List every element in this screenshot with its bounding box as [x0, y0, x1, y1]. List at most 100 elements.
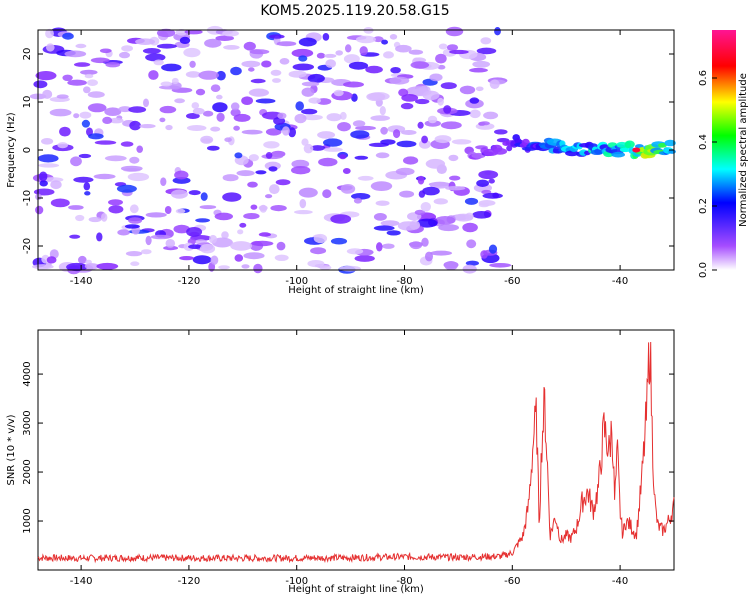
heatmap-cell [46, 256, 57, 264]
heatmap-cell [202, 110, 214, 117]
heatmap-cell [49, 108, 72, 117]
heatmap-cell [350, 130, 370, 139]
heatmap-cell [400, 102, 414, 110]
heatmap-cell [416, 218, 438, 228]
heatmap-cell [200, 192, 208, 201]
heatmap-cell [102, 116, 113, 124]
heatmap-cell [295, 101, 305, 111]
heatmap-cell [62, 32, 74, 40]
heatmap-cell [218, 265, 230, 270]
heatmap-cell [163, 245, 179, 251]
heatmap-cell [174, 98, 186, 104]
x-tick-label: -120 [178, 276, 201, 287]
heatmap-cell [307, 260, 325, 268]
heatmap-cell [351, 193, 371, 200]
heatmap-cell [265, 194, 273, 199]
heatmap-cell [83, 86, 91, 94]
heatmap-cell [448, 154, 459, 162]
heatmap-cell [84, 263, 100, 270]
heatmap-cell [462, 264, 477, 274]
heatmap-cell [183, 47, 201, 58]
heatmap-cell [222, 174, 239, 182]
heatmap-cell [333, 89, 344, 97]
heatmap-cell [216, 94, 223, 100]
heatmap-cell [435, 216, 456, 225]
heatmap-cells [29, 25, 676, 275]
heatmap-cell [324, 53, 337, 58]
heatmap-cell [393, 129, 401, 139]
heatmap-cell [145, 235, 152, 246]
heatmap-cell [215, 35, 234, 41]
heatmap-cell [165, 239, 176, 248]
heatmap-cell [145, 212, 167, 218]
heatmap-cell [343, 54, 360, 64]
heatmap-cell [241, 264, 250, 269]
heatmap-cell [272, 78, 281, 83]
heatmap-cell [425, 158, 446, 169]
heatmap-cell [214, 212, 233, 221]
heatmap-cell [437, 97, 444, 106]
heatmap-cell [435, 53, 447, 64]
heatmap-cell [136, 145, 143, 153]
heatmap-cell [302, 114, 323, 121]
heatmap-cell [288, 70, 307, 78]
heatmap-x-label: Height of straight line (km) [288, 285, 424, 296]
heatmap-cell [429, 181, 450, 189]
heatmap-cell [186, 125, 207, 131]
heatmap-cell [37, 154, 59, 163]
heatmap-cell [343, 81, 364, 88]
heatmap-cell [330, 237, 348, 245]
heatmap-cell [464, 197, 479, 205]
heatmap-cell [459, 85, 476, 95]
heatmap-cell [346, 248, 364, 255]
heatmap-cell [75, 43, 87, 49]
heatmap-cell [325, 59, 337, 68]
heatmap-cell [480, 37, 492, 45]
heatmap-cell [142, 48, 161, 54]
heatmap-cell [521, 138, 530, 146]
heatmap-cell [153, 59, 164, 66]
heatmap-cell [210, 255, 219, 265]
heatmap-cell [389, 76, 410, 85]
heatmap-cell [433, 198, 448, 205]
heatmap-cell [73, 176, 94, 183]
heatmap-cell [247, 181, 258, 188]
x-tick-label: -60 [504, 276, 520, 287]
heatmap-y-label: Frequency (Hz) [6, 112, 17, 188]
heatmap-cell [351, 93, 358, 102]
snr-frame [37, 329, 675, 571]
heatmap-cell [128, 106, 147, 113]
heatmap-cell [75, 214, 85, 222]
heatmap-cell [99, 48, 112, 54]
heatmap-cell [345, 44, 352, 53]
heatmap-cell [80, 69, 98, 75]
heatmap-cell [94, 140, 117, 145]
heatmap-cell [276, 41, 297, 47]
x-tick-label: -100 [285, 276, 308, 287]
heatmap-cell [129, 204, 139, 214]
heatmap-cell [74, 62, 91, 67]
heatmap-cell [33, 80, 48, 89]
heatmap-cell [79, 111, 92, 119]
heatmap-cell [129, 120, 141, 131]
heatmap-cell [414, 209, 426, 215]
heatmap-cell [68, 205, 84, 210]
heatmap-cell [170, 189, 188, 199]
heatmap-cell [437, 64, 446, 70]
heatmap-cell [230, 102, 240, 111]
y-tick-label: 1000 [22, 508, 33, 533]
heatmap-peak [632, 147, 641, 153]
heatmap-cell [356, 35, 376, 44]
heatmap-cell [45, 28, 54, 39]
x-tick-label: -80 [396, 276, 412, 287]
y-tick-label: 20 [22, 48, 33, 61]
heatmap-cell [396, 140, 417, 148]
heatmap-cell [323, 147, 343, 152]
heatmap-cell [373, 36, 384, 43]
heatmap-cell [308, 97, 322, 104]
heatmap-cell [141, 249, 152, 255]
heatmap-cell [241, 60, 261, 68]
x-tick-label: -140 [70, 576, 93, 587]
heatmap-cell [472, 211, 491, 219]
heatmap-cell [234, 152, 243, 159]
